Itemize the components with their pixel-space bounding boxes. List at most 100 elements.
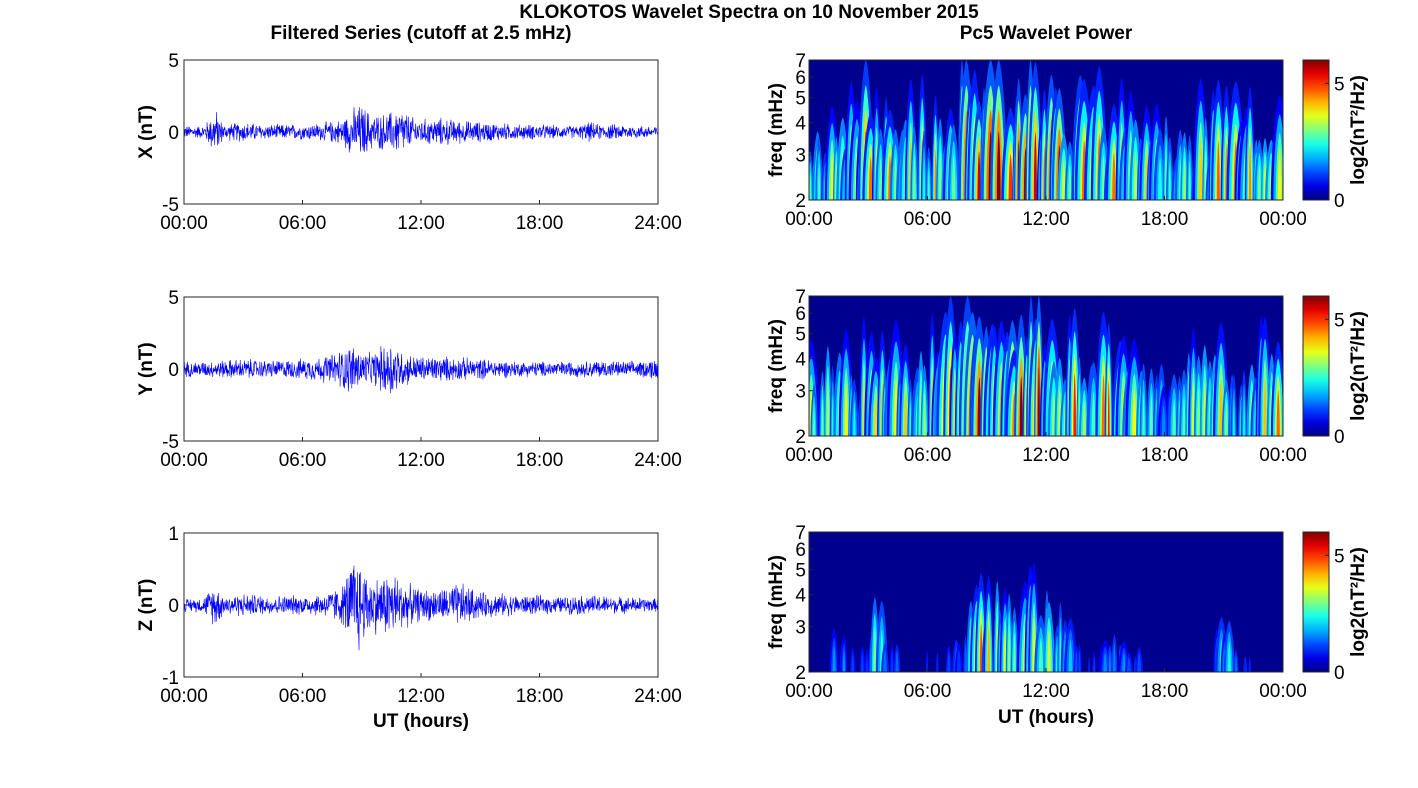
wp-z-power-burst: [865, 654, 869, 672]
wp-z-power-burst: [1122, 653, 1126, 672]
ts-x-ylabel: X (nT): [136, 105, 157, 159]
wp-x-ytick-label: 7: [795, 51, 806, 72]
left-column-title: Filtered Series (cutoff at 2.5 mHz): [271, 23, 572, 44]
wp-x-power-burst: [996, 130, 1001, 200]
wp-y-power-burst: [1101, 374, 1106, 436]
wp-x-power-burst: [1199, 140, 1203, 200]
wp-y-ylabel: freq (mHz): [766, 319, 787, 413]
ts-x-xtick-label: 18:00: [516, 213, 564, 234]
wp-y-ytick-label: 2: [795, 427, 806, 448]
wp-z-power-burst: [895, 650, 899, 672]
ts-x-axes: 00:00 06:00 12:00 18:00 24:00 -5 0 5 X (nT): [136, 51, 682, 234]
ts-x-ytick-label: 0: [168, 123, 179, 144]
wp-y-power-burst: [1232, 398, 1235, 436]
wp-z-xtick-label: 06:00: [904, 681, 952, 702]
panels-group: 00:00 06:00 12:00 18:00 24:00 -5 0 5 X (nT) 00:00…: [136, 51, 1369, 707]
ts-y-ytick-label: 5: [168, 288, 179, 309]
wp-z-ytick-label: 5: [795, 561, 806, 582]
wp-y-power-burst: [904, 390, 908, 436]
wp-z-colorbar-tick-label: 5: [1334, 546, 1345, 567]
wp-x-power-burst: [1112, 152, 1116, 200]
wp-z-power-burst: [1078, 650, 1081, 672]
wp-x-power-burst: [809, 170, 812, 200]
wp-y-ytick-label: 4: [795, 350, 806, 371]
ts-x-xtick-label: 00:00: [160, 213, 208, 234]
wp-x-xtick-label: 12:00: [1022, 209, 1070, 230]
left-xlabel: UT (hours): [373, 711, 469, 732]
wp-z-ytick-label: 7: [795, 523, 806, 544]
ts-x-trace: [183, 107, 659, 153]
wp-y-power-burst: [831, 393, 834, 436]
ts-x-xtick-label: 12:00: [397, 213, 445, 234]
wp-y-ytick-label: 7: [795, 287, 806, 308]
ts-y-axes: 00:00 06:00 12:00 18:00 24:00 -5 0 5 Y (nT): [136, 288, 682, 471]
wp-x-ytick-label: 4: [795, 114, 806, 135]
wp-x-power-burst: [1168, 162, 1171, 200]
wp-x-power-burst: [938, 150, 942, 200]
wp-x-power-burst: [977, 151, 981, 200]
wp-x-power-burst: [951, 154, 956, 200]
wp-z-ylabel: freq (mHz): [766, 555, 787, 649]
ts-x-ytick-label: 5: [168, 51, 179, 72]
wp-z-power-burst: [860, 652, 864, 672]
wp-z-power-burst: [1248, 656, 1252, 672]
ts-y-ytick-label: 0: [168, 360, 179, 381]
ts-y-xtick-label: 24:00: [634, 450, 682, 471]
ts-y-trace: [183, 346, 659, 394]
wp-y-power-burst: [1107, 380, 1110, 436]
wp-x-xtick-label: 06:00: [904, 209, 952, 230]
wp-y-power-burst: [874, 396, 878, 436]
ts-z-ytick-label: -1: [162, 668, 179, 689]
wp-x-power-burst: [879, 157, 883, 200]
ts-y-xtick-label: 00:00: [160, 450, 208, 471]
wp-x-power-burst: [1033, 132, 1037, 200]
wp-x-power-burst: [1183, 159, 1186, 200]
wp-z-power-burst: [1038, 637, 1043, 672]
wp-z-power-burst: [1047, 629, 1051, 672]
wp-z-power-burst: [883, 649, 887, 672]
wp-z-power-burst: [1088, 656, 1091, 672]
wp-z-power-burst: [936, 651, 939, 672]
wp-z-power-burst: [1243, 656, 1248, 672]
right-column-title: Pc5 Wavelet Power: [960, 23, 1133, 44]
ts-x-xtick-label: 06:00: [279, 213, 327, 234]
wp-y-power-burst: [853, 401, 856, 436]
wp-z-power-burst: [1127, 657, 1131, 672]
wp-z-power-burst: [832, 645, 836, 672]
wp-x-power-burst: [830, 153, 834, 200]
wp-z-power-burst: [1013, 632, 1016, 672]
wp-x-power-burst: [1188, 161, 1191, 200]
wp-y-power-burst: [1182, 395, 1186, 436]
wp-x-power-burst: [1068, 164, 1072, 200]
ts-x-ytick-label: -5: [162, 195, 179, 216]
wp-z-xtick-label: 00:00: [785, 681, 833, 702]
wp-z-power-burst: [1137, 652, 1142, 672]
wp-z-power-burst: [956, 649, 961, 672]
wp-y-xtick-label: 00:00: [785, 445, 833, 466]
wp-y-xtick-label: 06:00: [904, 445, 952, 466]
wp-x-power-burst: [817, 162, 821, 200]
wp-y-power-burst: [1276, 389, 1280, 436]
wp-x-power-burst: [1277, 148, 1282, 200]
wp-z-power-burst: [1234, 655, 1238, 672]
wp-x-colorbar: [1302, 59, 1330, 201]
wp-y-power: [809, 296, 1283, 436]
wp-z-xtick-label: 12:00: [1022, 681, 1070, 702]
wp-z-power-burst: [947, 651, 951, 672]
wp-y-power-burst: [1142, 392, 1145, 436]
wp-y-xtick-label: 00:00: [1259, 445, 1307, 466]
figure-title: KLOKOTOS Wavelet Spectra on 10 November …: [519, 2, 979, 23]
wp-x-colorbar-tick-label: 0: [1334, 191, 1345, 212]
wp-x-colorbar-label: log2(nT²/Hz): [1348, 75, 1369, 185]
wp-y-power-burst: [1219, 379, 1223, 436]
wp-y-colorbar-label: log2(nT²/Hz): [1348, 311, 1369, 421]
wp-y-power-burst: [1019, 376, 1023, 436]
wp-x-xtick-label: 00:00: [785, 209, 833, 230]
wp-x-ytick-label: 5: [795, 89, 806, 110]
ts-z-ylabel: Z (nT): [136, 579, 157, 632]
wp-y-ytick-label: 6: [795, 304, 806, 325]
